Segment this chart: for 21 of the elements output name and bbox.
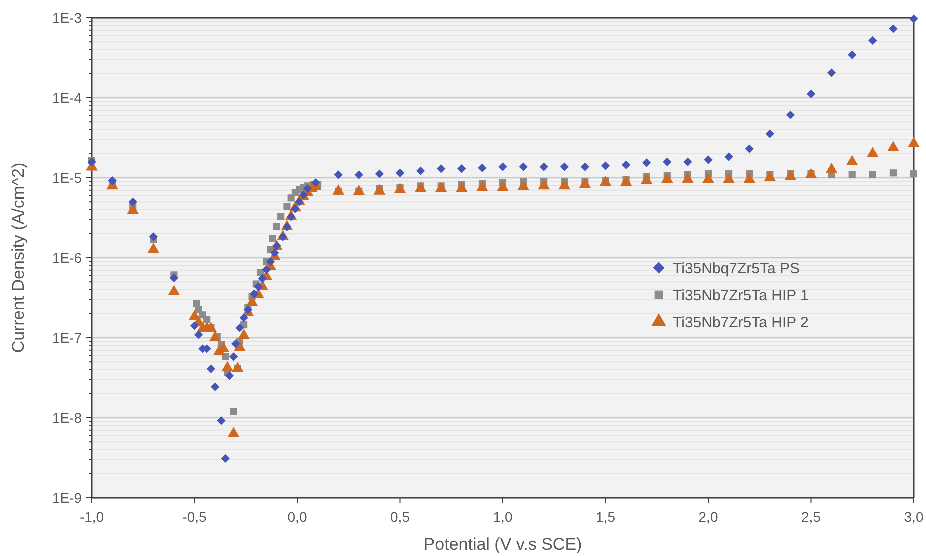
x-tick-label: 0,0 xyxy=(288,509,308,525)
y-tick-label: 1E-6 xyxy=(52,250,82,266)
y-tick-label: 1E-5 xyxy=(52,170,82,186)
y-tick-label: 1E-4 xyxy=(52,90,82,106)
legend-label: Ti35Nb7Zr5Ta HIP 1 xyxy=(673,287,809,304)
x-tick-label: 2,5 xyxy=(802,509,822,525)
x-tick-label: -1,0 xyxy=(80,509,104,525)
legend-label: Ti35Nb7Zr5Ta HIP 2 xyxy=(673,314,809,332)
x-tick-label: 3,0 xyxy=(904,509,924,525)
y-tick-label: 1E-7 xyxy=(52,330,82,346)
x-tick-label: 1,0 xyxy=(493,509,513,525)
x-axis-title: Potential (V v.s SCE) xyxy=(424,535,582,554)
y-tick-label: 1E-3 xyxy=(52,10,82,26)
y-tick-label: 1E-9 xyxy=(52,490,82,506)
x-tick-label: 0,5 xyxy=(390,509,410,525)
y-axis-title: Current Density (A/cm^2) xyxy=(9,162,28,354)
x-tick-label: 1,5 xyxy=(596,509,616,525)
x-tick-label: 2,0 xyxy=(698,509,718,525)
legend-label: Ti35Nbq7Zr5Ta PS xyxy=(673,260,800,278)
y-tick-label: 1E-8 xyxy=(52,410,82,426)
x-tick-label: -0,5 xyxy=(182,509,208,525)
